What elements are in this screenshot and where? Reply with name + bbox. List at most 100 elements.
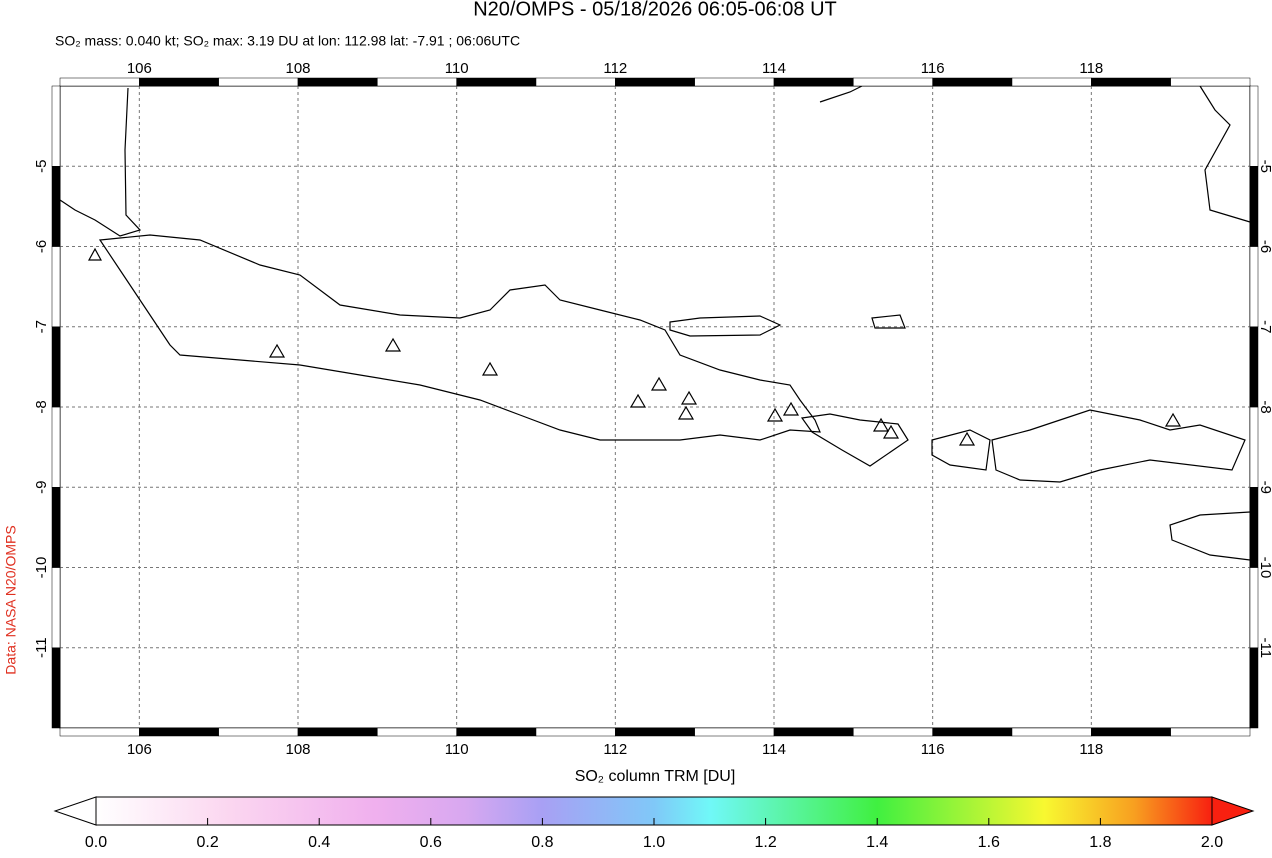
colorbar <box>53 796 1255 826</box>
volcanoes <box>87 247 1182 446</box>
title: N20/OMPS - 05/18/2026 06:05-06:08 UT <box>473 0 837 20</box>
subtitle: SO₂ mass: 0.040 kt; SO₂ max: 3.19 DU at … <box>55 33 520 49</box>
colorbar-tick-label: 0.2 <box>196 834 218 851</box>
coastline <box>1199 85 1251 223</box>
lat-tick-label: -7 <box>1257 320 1272 333</box>
frame-bar <box>377 727 457 737</box>
lon-tick-label: 114 <box>762 60 786 77</box>
lat-tick-label: -7 <box>33 320 50 333</box>
colorbar-over <box>1211 796 1255 826</box>
frame-bar <box>1170 77 1251 87</box>
colorbar-tick-label: 1.4 <box>866 834 888 851</box>
coastline <box>931 429 991 471</box>
frame-bar <box>932 727 1013 737</box>
lat-tick-label: -11 <box>1257 637 1272 658</box>
frame-bar <box>1249 487 1259 568</box>
coastline <box>800 413 909 467</box>
colorbar-tick-label: 2.0 <box>1201 834 1223 851</box>
frame-bar <box>694 77 775 87</box>
frame-bar <box>139 727 219 737</box>
frame-bar <box>615 727 695 737</box>
lon-tick-label: 112 <box>603 741 627 758</box>
lon-tick-label: 118 <box>1079 741 1103 758</box>
frame-bar <box>59 77 140 87</box>
coastline <box>871 314 906 329</box>
frame-bar <box>932 77 1013 87</box>
frame-bar <box>51 487 61 568</box>
colorbar-under <box>53 796 97 826</box>
lat-tick-label: -8 <box>33 400 50 413</box>
frame-bar <box>535 77 616 87</box>
lat-tick-label: -6 <box>33 240 50 253</box>
colorbar-tick-label: 1.6 <box>978 834 1000 851</box>
lon-tick-label: 112 <box>603 60 627 77</box>
frame-bar <box>1249 166 1259 247</box>
frame-bar <box>51 567 61 648</box>
coastline <box>98 234 821 441</box>
colorbar-tick-label: 0.4 <box>308 834 330 851</box>
coastline <box>991 409 1246 483</box>
lat-tick-label: -6 <box>1257 240 1272 253</box>
graticule <box>60 86 1250 728</box>
frame-ticks <box>51 77 1259 737</box>
coastline <box>59 87 142 237</box>
frame-bar <box>694 727 775 737</box>
frame-bar <box>51 647 61 729</box>
frame-bar <box>139 77 219 87</box>
lon-tick-label: 114 <box>762 741 786 758</box>
lon-tick-label: 110 <box>445 60 469 77</box>
frame-bar <box>1091 727 1171 737</box>
frame-bar <box>51 166 61 247</box>
coastlines <box>59 85 1251 561</box>
frame-bar <box>297 727 378 737</box>
frame-bar <box>456 727 537 737</box>
lon-tick-label: 118 <box>1079 60 1103 77</box>
coastline <box>1169 511 1251 561</box>
frame-bar <box>1249 85 1259 167</box>
frame-bar <box>51 326 61 408</box>
frame-bar <box>1170 727 1251 737</box>
lat-tick-label: -10 <box>33 557 50 579</box>
frame-bar <box>1249 246 1259 327</box>
lon-tick-label: 106 <box>127 60 152 77</box>
lat-tick-label: -5 <box>33 160 50 173</box>
lon-tick-label: 108 <box>285 60 310 77</box>
lat-tick-label: -9 <box>1257 481 1272 494</box>
frame-bar <box>456 77 537 87</box>
frame-bar <box>51 85 61 167</box>
frame-bar <box>59 727 140 737</box>
lat-tick-label: -9 <box>33 481 50 494</box>
frame-bar <box>1249 406 1259 488</box>
lat-tick-label: -8 <box>1257 400 1272 413</box>
colorbar-label: SO₂ column TRM [DU] <box>575 768 736 785</box>
frame-bar <box>853 727 933 737</box>
lon-tick-label: 116 <box>921 60 945 77</box>
lat-tick-label: -10 <box>1257 557 1272 579</box>
frame-bar <box>1011 727 1092 737</box>
colorbar-tick-label: 1.0 <box>643 834 665 851</box>
coastline <box>819 85 863 103</box>
frame-bar <box>1249 567 1259 648</box>
frame-bar <box>535 727 616 737</box>
frame-bar <box>1091 77 1171 87</box>
frame-bar <box>773 77 854 87</box>
lon-tick-label: 106 <box>127 741 152 758</box>
frame-bar <box>1011 77 1092 87</box>
frame-bar <box>377 77 457 87</box>
lon-tick-label: 116 <box>921 741 945 758</box>
colorbar-tick-label: 0.8 <box>531 834 553 851</box>
colorbar-tick-label: 0.6 <box>420 834 442 851</box>
frame-bar <box>1249 326 1259 408</box>
lat-tick-label: -5 <box>1257 160 1272 173</box>
frame-bar <box>51 246 61 327</box>
frame-bar <box>218 727 299 737</box>
colorbar-tick-label: 1.8 <box>1089 834 1111 851</box>
frame-bar <box>615 77 695 87</box>
lon-tick-label: 110 <box>445 741 469 758</box>
frame-bar <box>853 77 933 87</box>
frame-bar <box>297 77 378 87</box>
coastline <box>669 315 782 337</box>
credit: Data: NASA N20/OMPS <box>3 525 19 674</box>
